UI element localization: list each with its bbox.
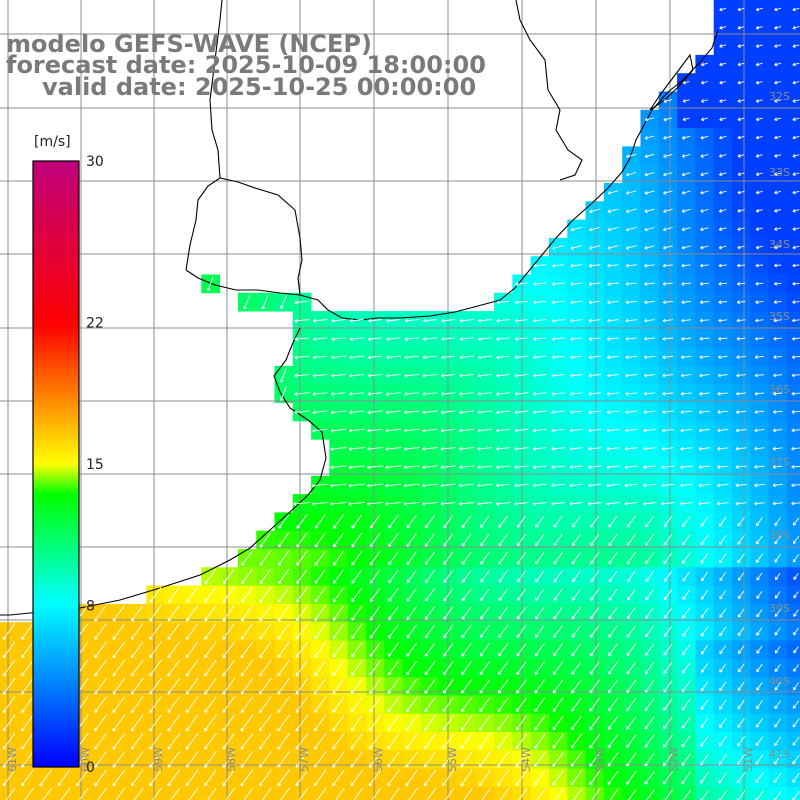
latitude-labels: 32S 33S 34S 35S 36S 37S 38S 39S 40S 41S: [769, 90, 790, 761]
colorbar-units: [m/s]: [34, 134, 71, 150]
lat-label: 37S: [769, 456, 790, 469]
lat-label: 32S: [769, 90, 790, 103]
lon-label: 59W: [152, 747, 165, 772]
colorbar-tick-label: 0: [86, 760, 95, 776]
lat-label: 41S: [769, 748, 790, 761]
lon-label: 53W: [594, 747, 607, 772]
colorbar: 30 22 15 8 0: [32, 154, 104, 776]
lon-label: 56W: [372, 747, 385, 772]
colorbar-tick-label: 15: [86, 457, 104, 473]
lon-label: 54W: [520, 747, 533, 772]
model-title: modelo GEFS-WAVE (NCEP): [6, 30, 372, 58]
brazil-uruguay-coastline: [185, 29, 719, 321]
lat-label: 40S: [769, 675, 790, 688]
colorbar-ticks: 30 22 15 8 0: [86, 154, 104, 776]
colorbar-tick-label: 22: [86, 316, 104, 332]
forecast-date: forecast date: 2025-10-09 18:00:00: [6, 51, 486, 79]
lat-label: 34S: [769, 238, 790, 251]
lat-label: 35S: [769, 310, 790, 323]
lagoon-outline: [649, 53, 694, 111]
valid-date: valid date: 2025-10-25 00:00:00: [42, 73, 477, 101]
wind-arrows: [2, 7, 800, 800]
coastline: [0, 0, 719, 616]
lon-label: 58W: [225, 747, 238, 772]
inland-border: [515, 0, 583, 181]
lon-label: 60W: [79, 747, 92, 772]
lat-label: 39S: [769, 602, 790, 615]
lon-label: 61W: [6, 747, 19, 772]
colorbar-tick-label: 8: [86, 598, 95, 614]
colorbar-tick-label: 30: [86, 154, 104, 170]
lon-label: 51W: [742, 747, 755, 772]
longitude-labels: 61W 60W 59W 58W 57W 56W 55W 54W 53W 52W 51W: [6, 747, 755, 772]
river-border: [185, 0, 223, 271]
uruguay-border: [219, 177, 303, 296]
lon-label: 52W: [668, 747, 681, 772]
lat-label: 33S: [769, 166, 790, 179]
lat-label: 38S: [769, 529, 790, 542]
lon-label: 55W: [446, 747, 459, 772]
lon-label: 57W: [298, 747, 311, 772]
colorbar-scale: [32, 160, 80, 768]
lat-label: 36S: [769, 383, 790, 396]
